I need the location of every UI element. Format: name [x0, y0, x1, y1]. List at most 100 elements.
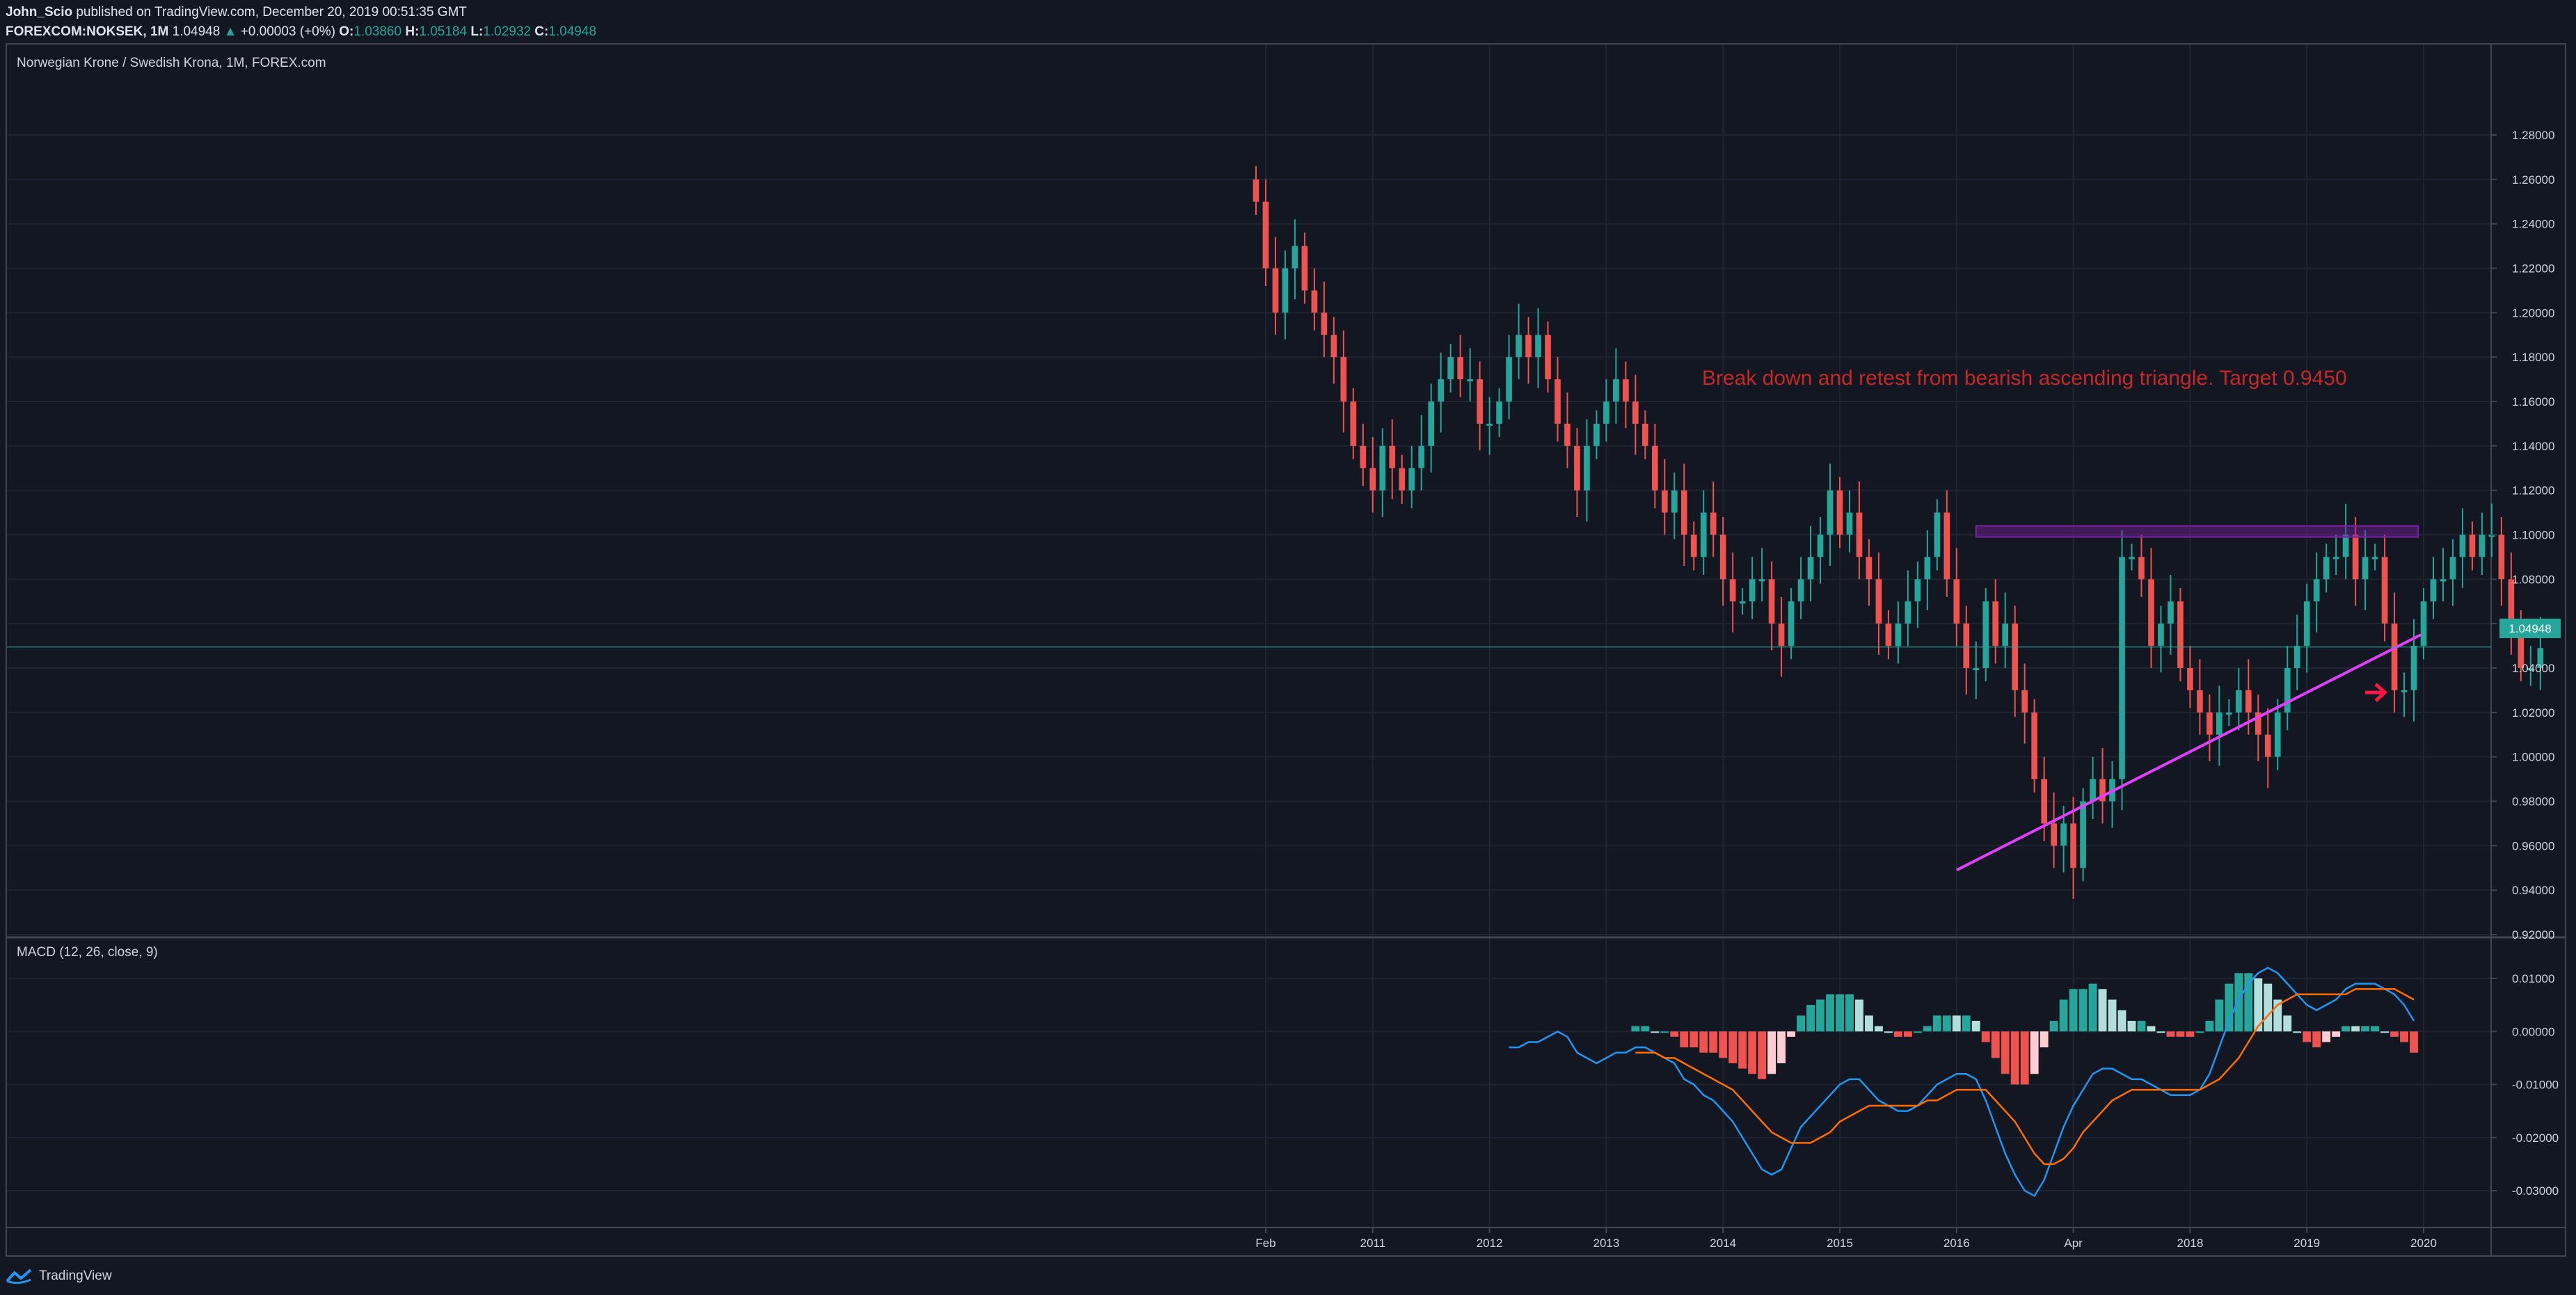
macd-histogram-bar[interactable]	[1767, 1031, 1776, 1074]
candle-body[interactable]	[1963, 623, 1970, 668]
chart-canvas[interactable]: 1.28000 1.26000 1.24000 1.22000 1.20000 1.180…	[7, 45, 2565, 1255]
macd-histogram-bar[interactable]	[2283, 1015, 2292, 1032]
macd-histogram-bar[interactable]	[2410, 1031, 2418, 1053]
macd-histogram-bar[interactable]	[2244, 973, 2253, 1032]
candle-body[interactable]	[2420, 601, 2427, 646]
candle-body[interactable]	[1778, 623, 1785, 646]
candle-body[interactable]	[1321, 312, 1328, 335]
macd-histogram-bar[interactable]	[2361, 1026, 2370, 1032]
macd-histogram-bar[interactable]	[1758, 1031, 1767, 1079]
candle-body[interactable]	[1360, 445, 1367, 468]
candle-body[interactable]	[1330, 335, 1337, 358]
macd-histogram-bar[interactable]	[2147, 1026, 2156, 1032]
macd-histogram-bar[interactable]	[1806, 1005, 1815, 1032]
macd-histogram-bar[interactable]	[2078, 989, 2088, 1032]
candle-body[interactable]	[1768, 579, 1775, 624]
macd-histogram-bar[interactable]	[1797, 1015, 1806, 1032]
macd-histogram-bar[interactable]	[2322, 1031, 2331, 1042]
macd-histogram-bar[interactable]	[2400, 1031, 2408, 1042]
macd-histogram-bar[interactable]	[1689, 1031, 1699, 1048]
candle-body[interactable]	[1603, 402, 1609, 424]
macd-histogram-bar[interactable]	[2186, 1031, 2195, 1037]
macd-histogram-bar[interactable]	[1981, 1031, 1990, 1042]
candle-body[interactable]	[1797, 579, 1804, 602]
macd-histogram-bar[interactable]	[2293, 1031, 2302, 1033]
candle-body[interactable]	[1895, 623, 1902, 646]
candle-body[interactable]	[1856, 512, 1863, 557]
macd-histogram-bar[interactable]	[1777, 1031, 1786, 1063]
candle-body[interactable]	[2070, 823, 2076, 868]
macd-histogram-bar[interactable]	[1952, 1015, 1961, 1032]
macd-histogram-bar[interactable]	[2205, 1021, 2214, 1032]
candle-body[interactable]	[1574, 445, 1580, 491]
candle-body[interactable]	[1496, 402, 1502, 424]
candle-body[interactable]	[1350, 402, 1357, 446]
candle-body[interactable]	[2410, 646, 2417, 690]
candle-body[interactable]	[1680, 490, 1687, 535]
candle-body[interactable]	[2158, 623, 2164, 646]
candle-body[interactable]	[1291, 246, 1298, 269]
candle-body[interactable]	[1418, 445, 1425, 468]
candle-body[interactable]	[1545, 335, 1551, 380]
candle-body[interactable]	[2119, 557, 2125, 779]
candle-body[interactable]	[1719, 534, 1726, 580]
macd-histogram-bar[interactable]	[1826, 994, 1834, 1032]
candle-body[interactable]	[1846, 512, 1853, 535]
macd-histogram-bar[interactable]	[2234, 973, 2243, 1032]
candle-body[interactable]	[1282, 268, 1289, 313]
candle-body[interactable]	[2060, 823, 2067, 846]
macd-histogram-bar[interactable]	[2108, 999, 2117, 1032]
macd-histogram-bar[interactable]	[2380, 1031, 2390, 1033]
macd-legend[interactable]: MACD (12, 26, close, 9)	[17, 945, 158, 960]
candle-body[interactable]	[1564, 423, 1571, 446]
candle-body[interactable]	[2080, 801, 2086, 868]
candle-body[interactable]	[1516, 335, 1522, 358]
candle-body[interactable]	[1457, 357, 1463, 380]
macd-histogram-bar[interactable]	[1865, 1015, 1873, 1032]
candle-body[interactable]	[2313, 579, 2320, 602]
candle-body[interactable]	[1739, 601, 1746, 604]
macd-histogram-bar[interactable]	[1816, 999, 1824, 1032]
candle-body[interactable]	[2303, 601, 2310, 646]
macd-histogram-bar[interactable]	[2156, 1031, 2165, 1033]
candle-body[interactable]	[2518, 623, 2525, 668]
ascending-trendline[interactable]	[1955, 633, 2422, 872]
macd-histogram-bar[interactable]	[1651, 1031, 1660, 1033]
macd-histogram-bar[interactable]	[2069, 989, 2078, 1032]
candle-body[interactable]	[2342, 534, 2349, 557]
candle-body[interactable]	[2187, 668, 2193, 690]
candle-body[interactable]	[1486, 423, 1493, 426]
macd-histogram-bar[interactable]	[2137, 1021, 2146, 1032]
candle-body[interactable]	[1905, 601, 1911, 624]
candle-body[interactable]	[1399, 468, 1406, 491]
candle-body[interactable]	[1710, 512, 1717, 535]
candle-body[interactable]	[2537, 648, 2544, 668]
macd-histogram-bar[interactable]	[1855, 999, 1863, 1032]
macd-histogram-bar[interactable]	[2390, 1031, 2399, 1037]
macd-histogram-bar[interactable]	[2371, 1026, 2380, 1032]
macd-histogram-bar[interactable]	[1893, 1031, 1902, 1037]
macd-histogram-bar[interactable]	[1884, 1031, 1893, 1033]
candle-body[interactable]	[2090, 779, 2096, 802]
macd-histogram-bar[interactable]	[2273, 999, 2282, 1032]
candle-body[interactable]	[1632, 402, 1639, 424]
macd-histogram-bar[interactable]	[1836, 994, 1844, 1032]
candle-body[interactable]	[1340, 357, 1347, 402]
symbol-legend[interactable]: Norwegian Krone / Swedish Krona, 1M, FOR…	[17, 56, 326, 70]
candle-body[interactable]	[1262, 201, 1269, 269]
macd-histogram-bar[interactable]	[2059, 999, 2068, 1032]
candle-body[interactable]	[2371, 557, 2378, 559]
macd-histogram-bar[interactable]	[2010, 1031, 2019, 1085]
candle-body[interactable]	[1555, 379, 1561, 424]
candle-body[interactable]	[1924, 557, 1931, 580]
macd-histogram-bar[interactable]	[2020, 1031, 2029, 1085]
candle-body[interactable]	[1379, 445, 1386, 491]
macd-histogram-bar[interactable]	[1787, 1031, 1796, 1037]
candle-body[interactable]	[1690, 534, 1697, 557]
candle-body[interactable]	[2479, 534, 2486, 557]
candle-body[interactable]	[1272, 268, 1279, 313]
macd-histogram-bar[interactable]	[1641, 1026, 1650, 1032]
candle-body[interactable]	[1467, 379, 1473, 382]
candle-body[interactable]	[1506, 357, 1512, 402]
candle-body[interactable]	[1807, 557, 1814, 580]
